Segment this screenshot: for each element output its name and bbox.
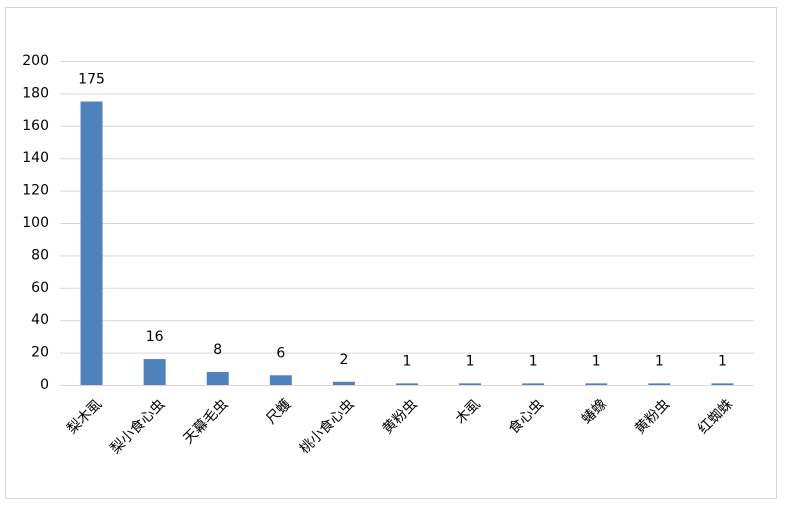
data-label: 1 (403, 353, 412, 369)
data-label: 2 (339, 352, 348, 368)
bar (143, 359, 166, 385)
bar (648, 383, 671, 385)
y-tick-label: 160 (22, 118, 49, 134)
y-tick-label: 100 (22, 215, 49, 231)
bar (522, 383, 545, 385)
bar (269, 375, 292, 385)
data-label: 1 (718, 353, 727, 369)
bar (396, 383, 418, 385)
bar (206, 372, 229, 385)
data-label: 1 (466, 353, 475, 369)
y-tick-label: 40 (31, 312, 49, 328)
y-tick-label: 60 (31, 280, 49, 296)
bar (459, 383, 482, 385)
chart-border (5, 7, 777, 499)
bar (585, 383, 608, 385)
data-label: 1 (655, 353, 664, 369)
data-label: 8 (213, 342, 222, 358)
y-tick-label: 0 (40, 377, 49, 393)
data-label: 16 (146, 329, 164, 345)
data-label: 1 (529, 353, 538, 369)
bar (711, 383, 734, 385)
data-label: 1 (592, 353, 601, 369)
y-tick-label: 200 (22, 53, 49, 69)
y-tick-label: 80 (31, 247, 49, 263)
data-label: 6 (276, 345, 285, 361)
y-tick-label: 120 (22, 183, 49, 199)
y-tick-label: 180 (22, 85, 49, 101)
bar (80, 101, 103, 385)
bar (332, 381, 355, 385)
y-tick-label: 140 (22, 150, 49, 166)
y-tick-label: 20 (31, 345, 49, 361)
data-label: 175 (78, 72, 105, 88)
